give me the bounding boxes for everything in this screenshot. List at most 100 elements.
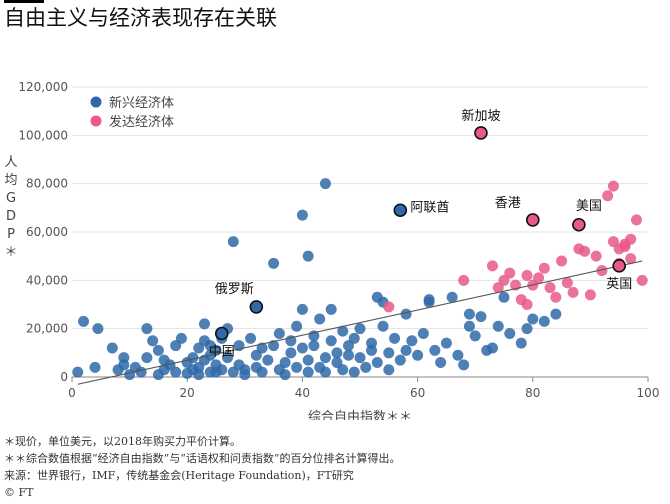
emerging-point <box>394 354 406 366</box>
developed-point <box>550 291 562 303</box>
emerging-point <box>262 354 274 366</box>
emerging-point <box>400 308 412 320</box>
highlight-point <box>525 213 540 227</box>
emerging-point <box>106 342 118 354</box>
developed-point <box>602 190 614 202</box>
emerging-point <box>475 311 487 323</box>
emerging-point <box>325 303 337 315</box>
developed-point <box>579 245 591 257</box>
y-tick-label: 20,000 <box>26 322 68 336</box>
emerging-point <box>435 357 447 368</box>
emerging-point <box>389 332 401 344</box>
emerging-point <box>452 349 464 361</box>
title-rule <box>4 0 44 3</box>
highlight-point <box>612 259 627 273</box>
y-axis-title-char: G <box>6 191 16 206</box>
emerging-point <box>256 342 268 354</box>
credit: © FT <box>4 486 34 499</box>
emerging-point <box>348 332 360 344</box>
emerging-point <box>383 347 395 359</box>
emerging-point <box>417 328 429 339</box>
emerging-point <box>302 366 314 378</box>
developed-point <box>383 301 395 313</box>
emerging-point <box>302 354 314 366</box>
x-tick-label: 60 <box>410 386 425 400</box>
emerging-point <box>377 320 389 332</box>
legend-developed-swatch <box>90 115 102 127</box>
developed-point <box>596 265 608 277</box>
emerging-point <box>296 342 308 354</box>
emerging-point <box>538 315 550 327</box>
emerging-point <box>302 250 314 262</box>
emerging-point <box>89 361 101 373</box>
emerging-point <box>170 366 182 378</box>
emerging-point <box>308 340 320 352</box>
emerging-point <box>342 349 354 361</box>
highlight-point <box>249 300 264 314</box>
developed-point <box>590 250 602 262</box>
emerging-point <box>366 337 378 349</box>
emerging-point <box>135 366 147 378</box>
developed-point <box>458 274 470 286</box>
emerging-point <box>337 325 349 337</box>
scatter-chart: 0 20,000 40,000 60,000 80,000 100,000 120,000 0… <box>4 80 659 420</box>
emerging-point <box>245 332 257 344</box>
developed-point <box>538 262 550 274</box>
developed-point <box>561 277 573 289</box>
emerging-point <box>486 342 498 354</box>
emerging-point <box>193 369 205 381</box>
x-axis-title: 综合自由指数＊＊ <box>308 410 412 420</box>
emerging-point <box>319 366 331 378</box>
x-tick-label: 20 <box>180 386 195 400</box>
highlight-label: 美国 <box>576 199 602 214</box>
emerging-point <box>92 323 104 335</box>
emerging-point <box>216 364 228 376</box>
emerging-point <box>72 366 84 378</box>
emerging-point <box>285 347 297 359</box>
emerging-point <box>337 364 349 376</box>
developed-point <box>636 274 648 286</box>
emerging-point <box>175 332 187 344</box>
emerging-point <box>469 330 481 342</box>
emerging-point <box>463 308 475 320</box>
y-tick-label: 40,000 <box>26 273 68 287</box>
emerging-point <box>147 335 159 347</box>
emerging-point <box>348 366 360 378</box>
emerging-point <box>446 291 458 303</box>
emerging-point <box>319 178 331 190</box>
y-tick-label: 100,000 <box>18 128 68 142</box>
emerging-point <box>515 337 527 349</box>
developed-point <box>504 267 516 279</box>
emerging-point <box>152 344 164 356</box>
developed-point <box>544 282 556 294</box>
emerging-point <box>371 357 383 368</box>
emerging-point <box>400 344 412 356</box>
developed-point <box>584 289 596 301</box>
emerging-point <box>406 335 418 347</box>
emerging-point <box>498 291 510 303</box>
legend-emerging-swatch <box>90 96 102 108</box>
emerging-point <box>291 361 303 373</box>
emerging-point <box>423 294 435 306</box>
highlight-point <box>393 203 408 218</box>
emerging-point <box>492 320 504 332</box>
emerging-point <box>296 209 308 221</box>
y-axis-title-char: D <box>6 209 16 224</box>
emerging-point <box>296 303 308 315</box>
emerging-point <box>268 257 280 269</box>
developed-point <box>625 253 637 265</box>
emerging-point <box>463 320 475 332</box>
y-axis-title-char: ＊ <box>4 245 17 260</box>
y-tick-label: 60,000 <box>26 225 68 239</box>
emerging-point <box>268 340 280 352</box>
developed-point <box>625 233 637 245</box>
developed-point <box>521 270 533 281</box>
footnote-2: ＊＊综合数值根据“经济自由指数”与“话语权和问责指数”的百分位排名计算得出。 <box>4 452 401 465</box>
emerging-point <box>273 328 285 339</box>
developed-point <box>533 272 545 284</box>
highlight-label: 中国 <box>209 345 235 360</box>
emerging-point <box>141 352 153 364</box>
emerging-point <box>527 313 539 325</box>
emerging-point <box>314 313 326 325</box>
emerging-point <box>458 359 470 371</box>
